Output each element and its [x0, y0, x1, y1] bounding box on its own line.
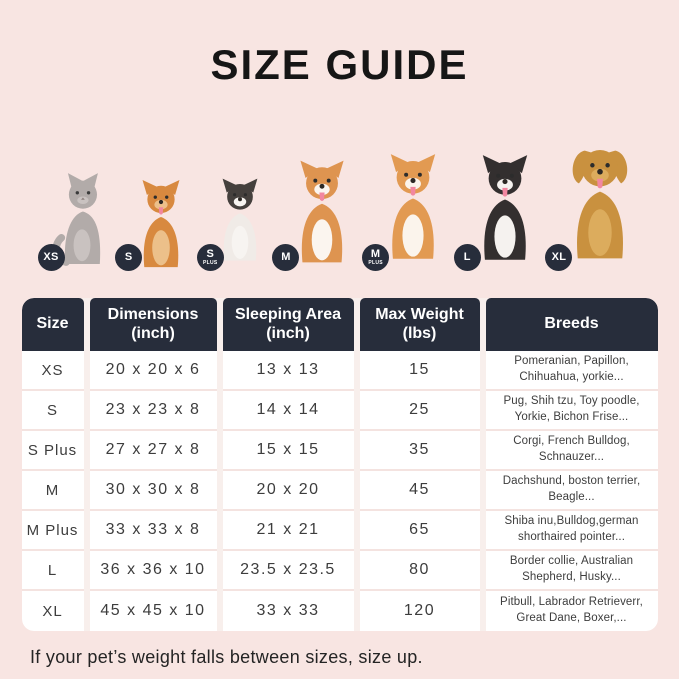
cell-s-plus-sleeping_area: 15 x 15 [222, 431, 354, 471]
size-badge-label: S [124, 251, 133, 263]
size-badge-label: S [206, 248, 215, 260]
cell-xl-breeds: Pitbull, Labrador Retrieverr, Great Dane… [485, 591, 658, 631]
cell-m-size: M [21, 471, 84, 511]
cat-illustration [51, 173, 100, 266]
pet-pomeranian-s: S [115, 180, 193, 271]
size-badge-label: M [281, 251, 291, 263]
cell-m-plus-size: M Plus [21, 511, 84, 551]
pet-frenchie-splus: S PLUS [196, 172, 269, 271]
cell-m-dimensions: 30 x 30 x 8 [89, 471, 217, 511]
cell-xl-max_weight: 120 [359, 591, 480, 631]
dog-illustration [300, 160, 345, 263]
cell-m-plus-max_weight: 65 [359, 511, 480, 551]
cell-s-plus-breeds: Corgi, French Bulldog, Schnauzer... [485, 431, 658, 471]
column-header-size: Size [21, 298, 84, 351]
size-badge-sub: PLUS [368, 260, 383, 266]
cell-xs-breeds: Pomeranian, Papillon, Chihuahua, yorkie.… [485, 351, 658, 391]
size-badge-label: XS [43, 251, 59, 263]
pet-cat-xs: XS [37, 170, 112, 271]
dog-illustration [390, 154, 436, 259]
size-badge-xs: XS [37, 244, 65, 271]
cell-m-plus-dimensions: 33 x 33 x 8 [89, 511, 217, 551]
cell-s-dimensions: 23 x 23 x 8 [89, 391, 217, 431]
size-badge-label: M [370, 248, 381, 260]
cell-l-size: L [21, 551, 84, 591]
page-title: SIZE GUIDE [210, 41, 469, 88]
cell-xs-max_weight: 15 [359, 351, 480, 391]
size-badge-sub: PLUS [203, 260, 218, 266]
cell-m-plus-breeds: Shiba inu,Bulldog,german shorthaired poi… [485, 511, 658, 551]
column-header-sleeping-area: Sleeping Area (inch) [222, 298, 354, 351]
pet-golden-xl: XL [545, 134, 641, 271]
size-badge-l: L [453, 244, 481, 271]
pet-shiba-mplus: M PLUS [362, 146, 450, 271]
size-badge-label: XL [551, 251, 567, 263]
cell-s-breeds: Pug, Shih tzu, Toy poodle, Yorkie, Bicho… [485, 391, 658, 431]
cell-xl-dimensions: 45 x 45 x 10 [89, 591, 217, 631]
cell-s-sleeping_area: 14 x 14 [222, 391, 354, 431]
column-header-dimensions: Dimensions (inch) [89, 298, 217, 351]
size-badge-s: S [115, 244, 143, 271]
cell-m-max_weight: 45 [359, 471, 480, 511]
column-header-breeds: Breeds [485, 298, 658, 351]
size-badge-label: L [463, 251, 471, 263]
cell-s-plus-dimensions: 27 x 27 x 8 [89, 431, 217, 471]
pet-corgi-m: M [272, 156, 358, 271]
dog-illustration [482, 155, 527, 260]
cell-s-size: S [21, 391, 84, 431]
cell-m-breeds: Dachshund, boston terrier, Beagle... [485, 471, 658, 511]
pet-collie-l: L [453, 148, 542, 271]
cell-xs-sleeping_area: 13 x 13 [222, 351, 354, 391]
size-badge-s-plus: S PLUS [196, 244, 224, 271]
cell-s-plus-size: S Plus [21, 431, 84, 471]
pets-row: XS S S PLUS [22, 116, 658, 271]
cell-l-breeds: Border collie, Australian Shepherd, Husk… [485, 551, 658, 591]
cell-xs-dimensions: 20 x 20 x 6 [89, 351, 217, 391]
column-header-max-weight: Max Weight (lbs) [359, 298, 480, 351]
cell-xs-size: XS [21, 351, 84, 391]
dog-illustration [573, 150, 628, 259]
cell-m-sleeping_area: 20 x 20 [222, 471, 354, 511]
cell-l-sleeping_area: 23.5 x 23.5 [222, 551, 354, 591]
dog-illustration [222, 178, 258, 261]
cell-m-plus-sleeping_area: 21 x 21 [222, 511, 354, 551]
size-table: Size Dimensions (inch) Sleeping Area (inch) M… [21, 298, 658, 631]
size-badge-m: M [272, 244, 300, 271]
cell-s-max_weight: 25 [359, 391, 480, 431]
size-badge-xl: XL [545, 244, 573, 271]
dog-illustration [142, 180, 180, 268]
cell-xl-size: XL [21, 591, 84, 631]
cell-l-max_weight: 80 [359, 551, 480, 591]
cell-xl-sleeping_area: 33 x 33 [222, 591, 354, 631]
size-badge-m-plus: M PLUS [362, 244, 390, 271]
footer-note: If your pet’s weight falls between sizes… [30, 647, 423, 667]
cell-l-dimensions: 36 x 36 x 10 [89, 551, 217, 591]
cell-s-plus-max_weight: 35 [359, 431, 480, 471]
